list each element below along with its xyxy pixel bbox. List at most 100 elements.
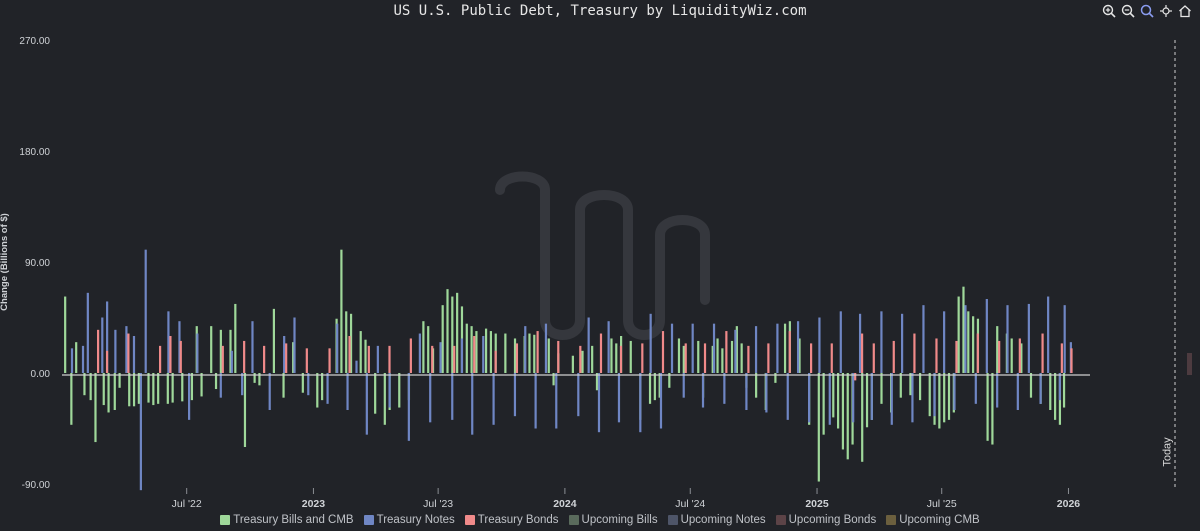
bar-bills[interactable] xyxy=(571,355,574,373)
bar-notes[interactable] xyxy=(953,373,956,410)
bar-bills[interactable] xyxy=(253,373,256,383)
bar-bills[interactable] xyxy=(210,326,213,373)
bar-bonds[interactable] xyxy=(725,331,728,373)
bar-bills[interactable] xyxy=(340,249,343,373)
bar-bonds[interactable] xyxy=(243,340,246,373)
bar-notes[interactable] xyxy=(985,299,988,373)
bar-bonds[interactable] xyxy=(810,343,813,373)
bar-bonds[interactable] xyxy=(105,350,109,373)
bar-notes[interactable] xyxy=(808,373,811,423)
bar-bonds[interactable] xyxy=(169,336,172,373)
bar-bonds[interactable] xyxy=(913,333,916,373)
bar-notes[interactable] xyxy=(346,373,349,410)
bar-bills[interactable] xyxy=(972,316,975,373)
bar-bills[interactable] xyxy=(113,373,116,410)
bar-bills[interactable] xyxy=(996,326,999,373)
bar-bills[interactable] xyxy=(282,373,285,398)
bar-bonds[interactable] xyxy=(179,340,182,373)
bar-notes[interactable] xyxy=(544,323,548,373)
bar-bills[interactable] xyxy=(957,296,960,373)
bar-bills[interactable] xyxy=(465,323,468,373)
bar-notes[interactable] xyxy=(880,311,883,373)
legend-item-upcoming-cmb[interactable]: Upcoming CMB xyxy=(886,514,980,526)
bar-bills[interactable] xyxy=(75,342,78,373)
bar-notes[interactable] xyxy=(188,373,191,420)
bar-bonds[interactable] xyxy=(661,331,665,373)
bar-notes[interactable] xyxy=(597,373,601,433)
bar-bills[interactable] xyxy=(730,340,734,373)
bar-bills[interactable] xyxy=(504,333,507,373)
bar-bills[interactable] xyxy=(682,345,685,373)
bar-notes[interactable] xyxy=(765,373,768,413)
bar-notes[interactable] xyxy=(492,373,495,425)
bar-notes[interactable] xyxy=(388,373,391,408)
bar-bills[interactable] xyxy=(102,373,105,406)
bar-notes[interactable] xyxy=(670,323,674,373)
bar-bills[interactable] xyxy=(721,348,724,373)
bar-notes[interactable] xyxy=(577,373,580,417)
bar-notes[interactable] xyxy=(336,323,339,373)
bar-bills[interactable] xyxy=(865,373,869,428)
bar-notes[interactable] xyxy=(144,249,147,373)
bar-notes[interactable] xyxy=(268,373,271,410)
bar-notes[interactable] xyxy=(251,321,254,373)
bar-bills[interactable] xyxy=(817,373,820,482)
bar-notes[interactable] xyxy=(659,373,663,429)
bar-bonds[interactable] xyxy=(747,345,750,373)
bar-bonds[interactable] xyxy=(409,338,412,373)
bar-notes[interactable] xyxy=(723,373,726,404)
bar-notes[interactable] xyxy=(922,305,925,373)
bar-bills[interactable] xyxy=(648,373,652,404)
bar-bonds[interactable] xyxy=(367,345,370,373)
bar-bills[interactable] xyxy=(137,373,140,404)
bar-notes[interactable] xyxy=(901,313,904,373)
bar-notes[interactable] xyxy=(460,338,463,373)
zoom-out-icon[interactable] xyxy=(1120,3,1135,18)
bar-bills[interactable] xyxy=(591,345,594,373)
bar-bills[interactable] xyxy=(928,373,931,417)
bar-notes[interactable] xyxy=(996,373,999,408)
bar-bonds[interactable] xyxy=(703,343,707,373)
pan-icon[interactable] xyxy=(1158,3,1173,18)
bar-bills[interactable] xyxy=(1029,373,1033,398)
bar-bills[interactable] xyxy=(841,373,845,450)
bar-bills[interactable] xyxy=(798,338,801,373)
bar-bonds[interactable] xyxy=(305,348,308,373)
bar-bonds[interactable] xyxy=(1070,348,1073,373)
bar-bills[interactable] xyxy=(513,338,517,373)
bar-notes[interactable] xyxy=(376,345,379,373)
bar-notes[interactable] xyxy=(355,360,358,373)
bar-bonds[interactable] xyxy=(854,373,857,381)
bar-bills[interactable] xyxy=(446,289,449,373)
bar-bonds[interactable] xyxy=(767,343,770,373)
bar-bills[interactable] xyxy=(456,292,459,373)
zoom-in-icon[interactable] xyxy=(1101,3,1116,18)
bar-notes[interactable] xyxy=(682,373,685,398)
bar-bonds[interactable] xyxy=(860,333,864,373)
bar-notes[interactable] xyxy=(933,373,936,417)
bar-bills[interactable] xyxy=(740,343,743,373)
bar-bills[interactable] xyxy=(128,373,131,407)
bar-bonds[interactable] xyxy=(1041,333,1044,373)
bar-bills[interactable] xyxy=(171,373,174,403)
bar-bills[interactable] xyxy=(547,338,550,373)
bar-bills[interactable] xyxy=(967,311,970,373)
bar-bills[interactable] xyxy=(451,296,454,373)
bar-bills[interactable] xyxy=(489,331,492,373)
bar-notes[interactable] xyxy=(1047,296,1050,373)
bar-bonds[interactable] xyxy=(536,331,539,373)
legend-item-upcoming-bonds[interactable]: Upcoming Bonds xyxy=(775,514,876,526)
bar-bonds[interactable] xyxy=(935,338,938,373)
bar-bonds[interactable] xyxy=(892,340,895,373)
bar-bonds[interactable] xyxy=(830,343,833,373)
bar-notes[interactable] xyxy=(617,373,621,423)
bar-notes[interactable] xyxy=(852,373,855,423)
bar-bills[interactable] xyxy=(1054,373,1057,420)
bar-notes[interactable] xyxy=(114,329,117,373)
bar-bills[interactable] xyxy=(595,373,599,391)
bar-bonds[interactable] xyxy=(1018,338,1021,373)
bar-notes[interactable] xyxy=(196,333,199,373)
bar-bills[interactable] xyxy=(234,303,237,373)
bar-bills[interactable] xyxy=(427,326,430,373)
